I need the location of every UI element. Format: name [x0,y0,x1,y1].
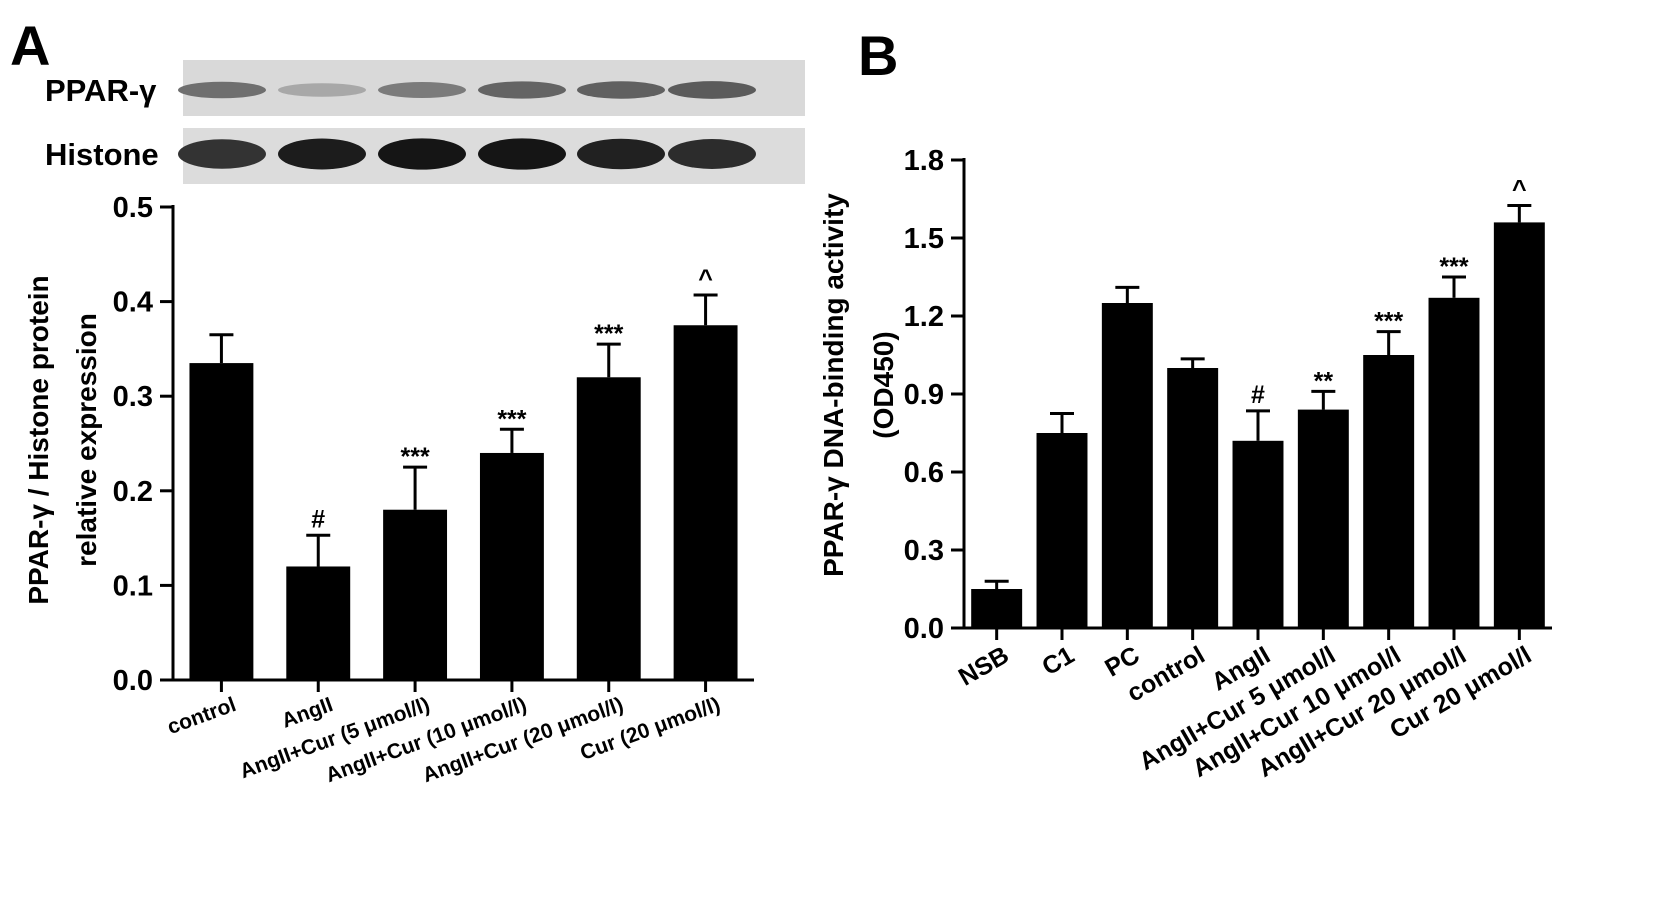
blot-band-ppar-2 [278,83,366,97]
significance-annotation: ^ [1512,176,1527,204]
bar [1101,303,1153,628]
blot-band-histone-3 [378,138,466,170]
panel-letter-a: A [10,14,50,77]
significance-annotation: *** [1374,308,1403,336]
blot-band-ppar-3 [378,82,466,98]
bar [383,509,448,680]
bar [286,566,351,680]
panel-letter-b: B [858,24,898,87]
y-tick-label: 0.0 [113,665,153,697]
y-tick-label: 0.9 [904,379,944,411]
blot-band-histone-2 [278,138,366,170]
y-tick-label: 0.4 [113,287,153,319]
bar [1363,355,1415,628]
significance-annotation: # [1251,381,1265,409]
chart-a-y-axis-title: PPAR-γ / Histone protein relative express… [23,275,102,604]
bar [479,452,544,680]
western-blot: PPAR-γ Histone [45,60,805,184]
bar [1297,409,1349,628]
blot-band-histone-4 [478,138,566,170]
y-tick-label: 0.6 [904,457,944,489]
bar [971,589,1023,628]
blot-band-ppar-4 [478,81,566,99]
x-category-label: C1 [1037,641,1079,681]
x-category-label: NSB [954,641,1014,692]
y-axis-title-line: PPAR-γ DNA-binding activity [818,193,849,577]
bar [1232,440,1284,628]
bar [1036,433,1088,628]
blot-band-ppar-6 [668,81,756,99]
y-axis-title-line: (OD450) [868,331,899,438]
y-tick-label: 0.1 [113,570,153,602]
bar [1428,297,1480,628]
y-tick-label: 0.3 [904,535,944,567]
significance-annotation: *** [497,405,526,433]
y-axis-title-line: PPAR-γ / Histone protein [23,275,54,604]
x-category-label: control [164,693,239,739]
y-tick-label: 1.2 [904,301,944,333]
significance-annotation: ^ [698,265,713,293]
y-tick-label: 0.3 [113,381,153,413]
x-category-label: AngII [279,693,336,733]
y-tick-label: 1.5 [904,223,944,255]
significance-annotation: *** [400,443,429,471]
blot-band-ppar-1 [178,81,266,99]
bar [576,377,641,680]
blot-band-histone-1 [178,139,266,169]
y-tick-label: 1.8 [904,145,944,177]
bar [189,363,254,680]
blot-label-ppar: PPAR-γ [45,73,157,108]
bar [1167,368,1219,628]
chart-b-y-axis-title: PPAR-γ DNA-binding activity (OD450) [818,193,899,577]
blot-bands [178,81,756,170]
y-axis-title-line: relative expression [71,313,102,567]
blot-band-ppar-5 [577,81,665,99]
y-tick-label: 0.0 [904,613,944,645]
chart-a: PPAR-γ / Histone protein relative express… [23,192,754,787]
significance-annotation: *** [1439,253,1468,281]
significance-annotation: # [311,505,325,533]
blot-band-histone-6 [668,139,756,169]
bar [1493,222,1545,628]
y-tick-label: 0.5 [113,192,153,224]
y-tick-label: 0.2 [113,476,153,508]
chart-b: PPAR-γ DNA-binding activity (OD450) 0.0 0.… [818,145,1552,783]
significance-annotation: ** [1314,367,1334,395]
blot-label-histone: Histone [45,137,159,172]
bar [673,325,738,680]
blot-band-histone-5 [577,138,665,170]
significance-annotation: *** [594,320,623,348]
